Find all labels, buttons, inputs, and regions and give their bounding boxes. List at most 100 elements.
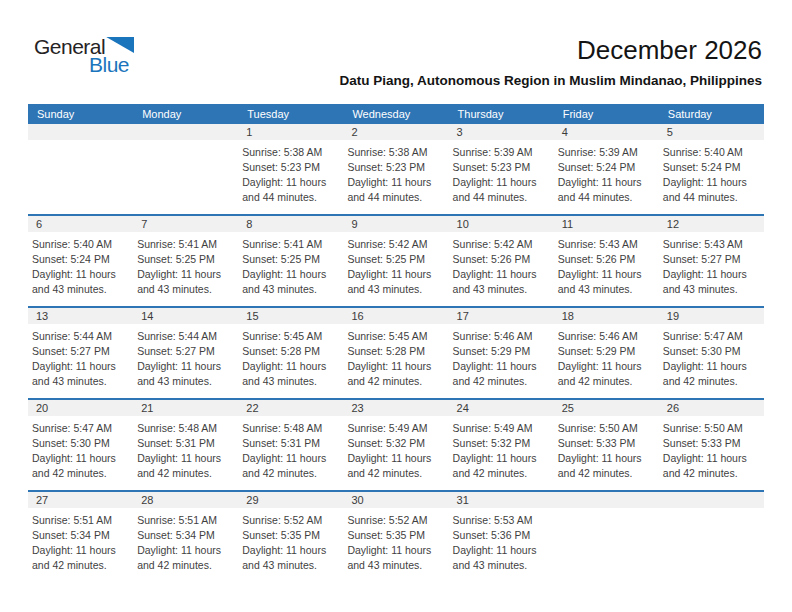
sunrise-text: Sunrise: 5:47 AM bbox=[32, 421, 131, 436]
daylight-text-line2: and 43 minutes. bbox=[137, 282, 236, 297]
day-cell: 28Sunrise: 5:51 AMSunset: 5:34 PMDayligh… bbox=[133, 492, 238, 582]
daylight-text-line1: Daylight: 11 hours bbox=[137, 451, 236, 466]
day-cell: 22Sunrise: 5:48 AMSunset: 5:31 PMDayligh… bbox=[238, 400, 343, 490]
day-details: Sunrise: 5:46 AMSunset: 5:29 PMDaylight:… bbox=[554, 324, 659, 389]
daylight-text-line1: Daylight: 11 hours bbox=[558, 359, 657, 374]
day-cell: 16Sunrise: 5:45 AMSunset: 5:28 PMDayligh… bbox=[343, 308, 448, 398]
daylight-text-line2: and 42 minutes. bbox=[453, 374, 552, 389]
sunrise-text: Sunrise: 5:52 AM bbox=[242, 513, 341, 528]
empty-day-cell bbox=[28, 124, 133, 214]
sunrise-text: Sunrise: 5:51 AM bbox=[32, 513, 131, 528]
calendar-weeks: 1Sunrise: 5:38 AMSunset: 5:23 PMDaylight… bbox=[28, 124, 764, 582]
sunset-text: Sunset: 5:25 PM bbox=[347, 252, 446, 267]
daylight-text-line2: and 43 minutes. bbox=[137, 374, 236, 389]
empty-day-cell bbox=[133, 124, 238, 214]
sunset-text: Sunset: 5:33 PM bbox=[663, 436, 762, 451]
daylight-text-line1: Daylight: 11 hours bbox=[453, 267, 552, 282]
day-cell: 19Sunrise: 5:47 AMSunset: 5:30 PMDayligh… bbox=[659, 308, 764, 398]
day-number: 19 bbox=[659, 308, 764, 324]
sunset-text: Sunset: 5:31 PM bbox=[137, 436, 236, 451]
sunrise-text: Sunrise: 5:49 AM bbox=[453, 421, 552, 436]
day-cell: 7Sunrise: 5:41 AMSunset: 5:25 PMDaylight… bbox=[133, 216, 238, 306]
week-row: 20Sunrise: 5:47 AMSunset: 5:30 PMDayligh… bbox=[28, 398, 764, 490]
day-details: Sunrise: 5:50 AMSunset: 5:33 PMDaylight:… bbox=[659, 416, 764, 481]
sunrise-text: Sunrise: 5:39 AM bbox=[453, 145, 552, 160]
day-details: Sunrise: 5:42 AMSunset: 5:25 PMDaylight:… bbox=[343, 232, 448, 297]
daylight-text-line1: Daylight: 11 hours bbox=[663, 451, 762, 466]
day-number: 15 bbox=[238, 308, 343, 324]
sunrise-text: Sunrise: 5:38 AM bbox=[242, 145, 341, 160]
day-cell: 4Sunrise: 5:39 AMSunset: 5:24 PMDaylight… bbox=[554, 124, 659, 214]
day-number: 22 bbox=[238, 400, 343, 416]
daylight-text-line1: Daylight: 11 hours bbox=[663, 267, 762, 282]
day-cell: 21Sunrise: 5:48 AMSunset: 5:31 PMDayligh… bbox=[133, 400, 238, 490]
day-details: Sunrise: 5:51 AMSunset: 5:34 PMDaylight:… bbox=[28, 508, 133, 573]
sunset-text: Sunset: 5:29 PM bbox=[558, 344, 657, 359]
daylight-text-line2: and 43 minutes. bbox=[558, 282, 657, 297]
day-cell: 13Sunrise: 5:44 AMSunset: 5:27 PMDayligh… bbox=[28, 308, 133, 398]
sunrise-text: Sunrise: 5:42 AM bbox=[347, 237, 446, 252]
day-number: 21 bbox=[133, 400, 238, 416]
day-number: 7 bbox=[133, 216, 238, 232]
sunrise-text: Sunrise: 5:47 AM bbox=[663, 329, 762, 344]
day-details: Sunrise: 5:39 AMSunset: 5:23 PMDaylight:… bbox=[449, 140, 554, 205]
daylight-text-line1: Daylight: 11 hours bbox=[347, 543, 446, 558]
weekday-header: Tuesday bbox=[238, 108, 343, 120]
sunrise-text: Sunrise: 5:43 AM bbox=[663, 237, 762, 252]
day-number: 6 bbox=[28, 216, 133, 232]
weekday-header: Sunday bbox=[28, 108, 133, 120]
sunrise-text: Sunrise: 5:41 AM bbox=[137, 237, 236, 252]
daylight-text-line2: and 42 minutes. bbox=[663, 466, 762, 481]
header-titles: December 2026 Datu Piang, Autonomous Reg… bbox=[142, 36, 762, 88]
sunset-text: Sunset: 5:26 PM bbox=[453, 252, 552, 267]
sunrise-text: Sunrise: 5:45 AM bbox=[242, 329, 341, 344]
sunset-text: Sunset: 5:25 PM bbox=[137, 252, 236, 267]
sunset-text: Sunset: 5:30 PM bbox=[32, 436, 131, 451]
sunrise-text: Sunrise: 5:44 AM bbox=[32, 329, 131, 344]
daylight-text-line1: Daylight: 11 hours bbox=[242, 451, 341, 466]
weekday-header: Wednesday bbox=[343, 108, 448, 120]
day-cell: 18Sunrise: 5:46 AMSunset: 5:29 PMDayligh… bbox=[554, 308, 659, 398]
sunrise-text: Sunrise: 5:40 AM bbox=[32, 237, 131, 252]
sunset-text: Sunset: 5:35 PM bbox=[242, 528, 341, 543]
sunset-text: Sunset: 5:24 PM bbox=[558, 160, 657, 175]
daylight-text-line1: Daylight: 11 hours bbox=[242, 543, 341, 558]
sunrise-text: Sunrise: 5:50 AM bbox=[663, 421, 762, 436]
day-details bbox=[133, 140, 238, 145]
daylight-text-line1: Daylight: 11 hours bbox=[558, 451, 657, 466]
daylight-text-line2: and 43 minutes. bbox=[347, 558, 446, 573]
day-details: Sunrise: 5:38 AMSunset: 5:23 PMDaylight:… bbox=[238, 140, 343, 205]
sunset-text: Sunset: 5:33 PM bbox=[558, 436, 657, 451]
day-number: 25 bbox=[554, 400, 659, 416]
day-details: Sunrise: 5:52 AMSunset: 5:35 PMDaylight:… bbox=[343, 508, 448, 573]
month-title: December 2026 bbox=[142, 36, 762, 64]
sunrise-text: Sunrise: 5:53 AM bbox=[453, 513, 552, 528]
sunset-text: Sunset: 5:24 PM bbox=[663, 160, 762, 175]
daylight-text-line2: and 43 minutes. bbox=[453, 558, 552, 573]
day-details: Sunrise: 5:42 AMSunset: 5:26 PMDaylight:… bbox=[449, 232, 554, 297]
week-row: 6Sunrise: 5:40 AMSunset: 5:24 PMDaylight… bbox=[28, 214, 764, 306]
daylight-text-line2: and 42 minutes. bbox=[558, 466, 657, 481]
daylight-text-line1: Daylight: 11 hours bbox=[32, 267, 131, 282]
sunset-text: Sunset: 5:28 PM bbox=[242, 344, 341, 359]
day-details: Sunrise: 5:44 AMSunset: 5:27 PMDaylight:… bbox=[133, 324, 238, 389]
day-number: 31 bbox=[449, 492, 554, 508]
daylight-text-line1: Daylight: 11 hours bbox=[137, 267, 236, 282]
day-cell: 5Sunrise: 5:40 AMSunset: 5:24 PMDaylight… bbox=[659, 124, 764, 214]
daylight-text-line1: Daylight: 11 hours bbox=[242, 359, 341, 374]
day-details: Sunrise: 5:41 AMSunset: 5:25 PMDaylight:… bbox=[133, 232, 238, 297]
sunset-text: Sunset: 5:27 PM bbox=[32, 344, 131, 359]
sunrise-text: Sunrise: 5:42 AM bbox=[453, 237, 552, 252]
day-cell: 25Sunrise: 5:50 AMSunset: 5:33 PMDayligh… bbox=[554, 400, 659, 490]
sunrise-text: Sunrise: 5:45 AM bbox=[347, 329, 446, 344]
daylight-text-line2: and 42 minutes. bbox=[663, 374, 762, 389]
daylight-text-line2: and 44 minutes. bbox=[242, 190, 341, 205]
logo-triangle-icon bbox=[106, 37, 134, 53]
day-details: Sunrise: 5:39 AMSunset: 5:24 PMDaylight:… bbox=[554, 140, 659, 205]
day-details: Sunrise: 5:45 AMSunset: 5:28 PMDaylight:… bbox=[343, 324, 448, 389]
day-cell: 17Sunrise: 5:46 AMSunset: 5:29 PMDayligh… bbox=[449, 308, 554, 398]
day-number: 16 bbox=[343, 308, 448, 324]
day-details: Sunrise: 5:46 AMSunset: 5:29 PMDaylight:… bbox=[449, 324, 554, 389]
daylight-text-line1: Daylight: 11 hours bbox=[32, 451, 131, 466]
day-cell: 31Sunrise: 5:53 AMSunset: 5:36 PMDayligh… bbox=[449, 492, 554, 582]
